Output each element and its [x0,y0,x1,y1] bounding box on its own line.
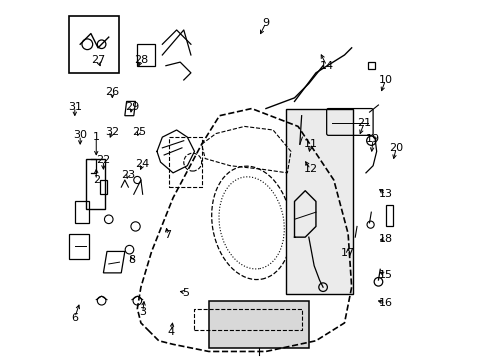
Text: 18: 18 [378,234,392,244]
Text: 19: 19 [366,134,379,144]
Text: 12: 12 [303,164,317,174]
Text: 27: 27 [91,55,105,65]
Text: 14: 14 [319,61,333,71]
FancyBboxPatch shape [69,16,119,73]
Text: 29: 29 [124,102,139,112]
Text: 9: 9 [262,18,269,28]
Text: 17: 17 [340,248,354,258]
Text: 2: 2 [93,175,100,185]
Text: 30: 30 [73,130,87,140]
Text: 24: 24 [135,159,149,169]
Text: 20: 20 [388,143,403,153]
Text: 10: 10 [378,75,392,85]
Text: 6: 6 [71,312,78,323]
Text: 3: 3 [139,307,146,317]
Polygon shape [226,309,272,330]
Text: 28: 28 [134,55,148,65]
FancyBboxPatch shape [208,301,308,348]
Text: 1: 1 [93,132,100,142]
Text: 4: 4 [167,327,175,337]
FancyBboxPatch shape [285,109,353,294]
Text: 7: 7 [164,230,171,240]
Text: 25: 25 [132,127,146,137]
Text: 16: 16 [378,298,392,308]
Text: 8: 8 [128,255,135,265]
Text: 31: 31 [68,102,81,112]
Text: 23: 23 [121,170,135,180]
Text: 22: 22 [96,156,110,165]
Text: 5: 5 [182,288,189,297]
Text: 32: 32 [105,127,119,137]
Text: 11: 11 [303,139,317,149]
Text: 13: 13 [378,189,392,199]
Text: 26: 26 [105,87,119,98]
Text: 15: 15 [378,270,392,280]
Text: 21: 21 [356,118,370,128]
